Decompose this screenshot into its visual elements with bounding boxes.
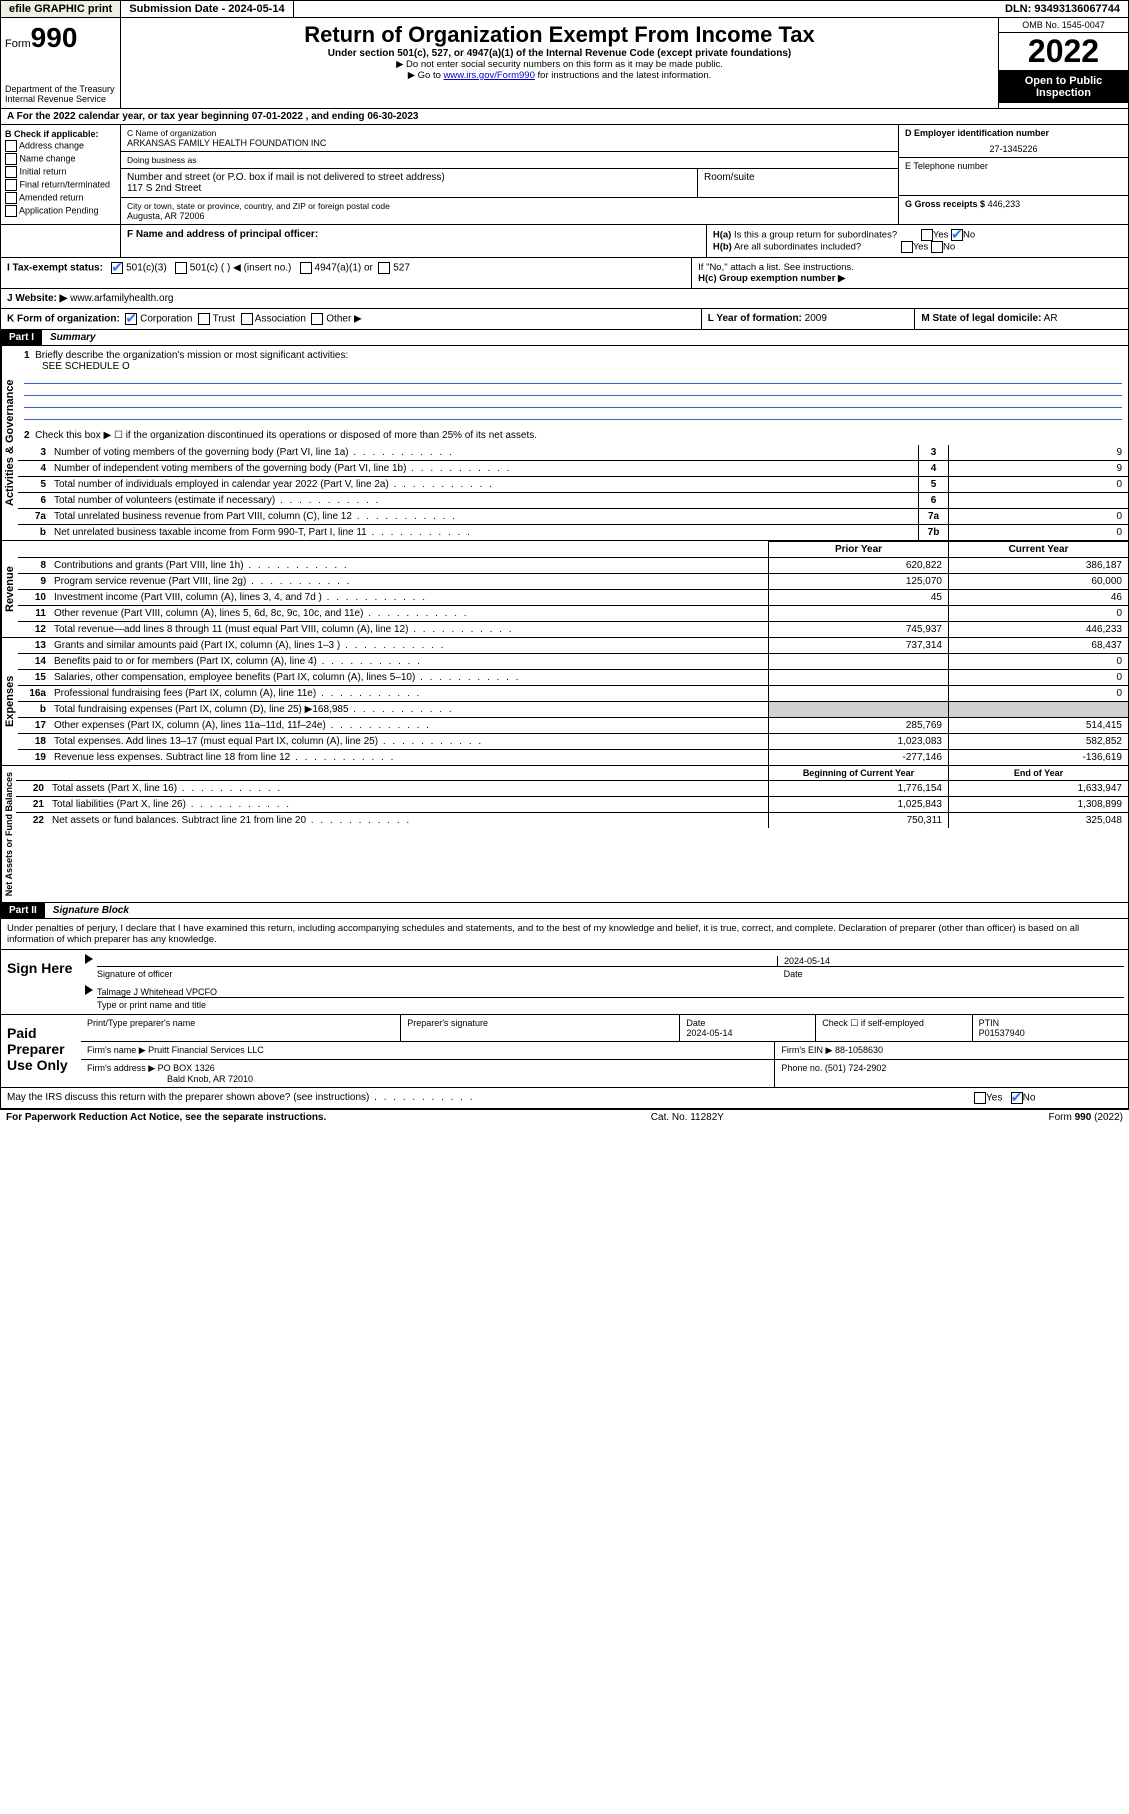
arrow-icon	[85, 985, 93, 995]
footer-left: For Paperwork Reduction Act Notice, see …	[6, 1112, 326, 1123]
ein: 27-1345226	[905, 144, 1122, 154]
501c3-checkbox[interactable]	[111, 262, 123, 274]
part2-title: Signature Block	[45, 903, 137, 918]
vlabel-activities: Activities & Governance	[1, 346, 18, 540]
org-name: ARKANSAS FAMILY HEALTH FOUNDATION INC	[127, 138, 326, 148]
k-trust-checkbox[interactable]	[198, 313, 210, 325]
note-link: ▶ Go to www.irs.gov/Form990 for instruct…	[125, 70, 994, 81]
part1-header: Part I	[1, 330, 42, 345]
paid-preparer-label: Paid Preparer Use Only	[1, 1015, 81, 1087]
firm-ein: 88-1058630	[835, 1045, 883, 1055]
ha-yes-checkbox[interactable]	[921, 229, 933, 241]
efile-print-button[interactable]: efile GRAPHIC print	[1, 1, 121, 17]
part1-title: Summary	[42, 330, 104, 345]
arrow-icon	[85, 954, 93, 964]
perjury-declaration: Under penalties of perjury, I declare th…	[1, 919, 1128, 950]
open-public-badge: Open to Public Inspection	[999, 71, 1128, 103]
section-b: B Check if applicable: Address change Na…	[1, 125, 121, 224]
footer-form: Form 990 (2022)	[1049, 1112, 1123, 1123]
discuss-question: May the IRS discuss this return with the…	[1, 1088, 968, 1108]
firm-name: Pruitt Financial Services LLC	[148, 1045, 264, 1055]
vlabel-netassets: Net Assets or Fund Balances	[1, 766, 16, 902]
section-de: D Employer identification number27-13452…	[898, 125, 1128, 224]
dln-number: DLN: 93493136067744	[997, 1, 1128, 17]
street-address: 117 S 2nd Street	[127, 183, 201, 194]
ha-no-checkbox[interactable]	[951, 229, 963, 241]
tax-year: 2022	[999, 33, 1128, 71]
top-bar: efile GRAPHIC print Submission Date - 20…	[1, 1, 1128, 18]
firm-phone: (501) 724-2902	[825, 1063, 887, 1073]
irs-label: Internal Revenue Service	[5, 94, 116, 104]
ptin: P01537940	[979, 1028, 1025, 1038]
part2-header: Part II	[1, 903, 45, 918]
section-c: C Name of organizationARKANSAS FAMILY HE…	[121, 125, 898, 224]
city-state-zip: Augusta, AR 72006	[127, 211, 205, 221]
form-title: Return of Organization Exempt From Incom…	[125, 22, 994, 48]
discuss-no-checkbox[interactable]	[1011, 1092, 1023, 1104]
vlabel-expenses: Expenses	[1, 638, 18, 765]
b-checkbox[interactable]	[5, 166, 17, 178]
k-corp-checkbox[interactable]	[125, 313, 137, 325]
gross-receipts: 446,233	[988, 199, 1021, 209]
hb-no-checkbox[interactable]	[931, 241, 943, 253]
firm-address: Bald Knob, AR 72010	[167, 1074, 253, 1084]
b-checkbox[interactable]	[5, 153, 17, 165]
b-checkbox[interactable]	[5, 205, 17, 217]
b-checkbox[interactable]	[5, 179, 17, 191]
vlabel-revenue: Revenue	[1, 541, 18, 637]
k-assoc-checkbox[interactable]	[241, 313, 253, 325]
b-checkbox[interactable]	[5, 192, 17, 204]
discuss-yes-checkbox[interactable]	[974, 1092, 986, 1104]
hb-yes-checkbox[interactable]	[901, 241, 913, 253]
irs-link[interactable]: www.irs.gov/Form990	[444, 70, 535, 81]
527-checkbox[interactable]	[378, 262, 390, 274]
form-number: Form990	[5, 22, 116, 54]
dept-label: Department of the Treasury	[5, 84, 116, 94]
submission-date: Submission Date - 2024-05-14	[121, 1, 293, 17]
4947-checkbox[interactable]	[300, 262, 312, 274]
sign-here-label: Sign Here	[1, 950, 81, 1014]
k-other-checkbox[interactable]	[311, 313, 323, 325]
mission-text: SEE SCHEDULE O	[42, 361, 130, 372]
b-checkbox[interactable]	[5, 140, 17, 152]
officer-name: Talmage J Whitehead VPCFO	[97, 987, 1124, 998]
website: www.arfamilyhealth.org	[70, 293, 173, 304]
form-subtitle: Under section 501(c), 527, or 4947(a)(1)…	[125, 48, 994, 59]
omb-number: OMB No. 1545-0047	[999, 18, 1128, 33]
501c-checkbox[interactable]	[175, 262, 187, 274]
note-ssn: ▶ Do not enter social security numbers o…	[125, 59, 994, 70]
row-a-period: A For the 2022 calendar year, or tax yea…	[1, 109, 1128, 125]
footer-cat: Cat. No. 11282Y	[651, 1112, 724, 1123]
